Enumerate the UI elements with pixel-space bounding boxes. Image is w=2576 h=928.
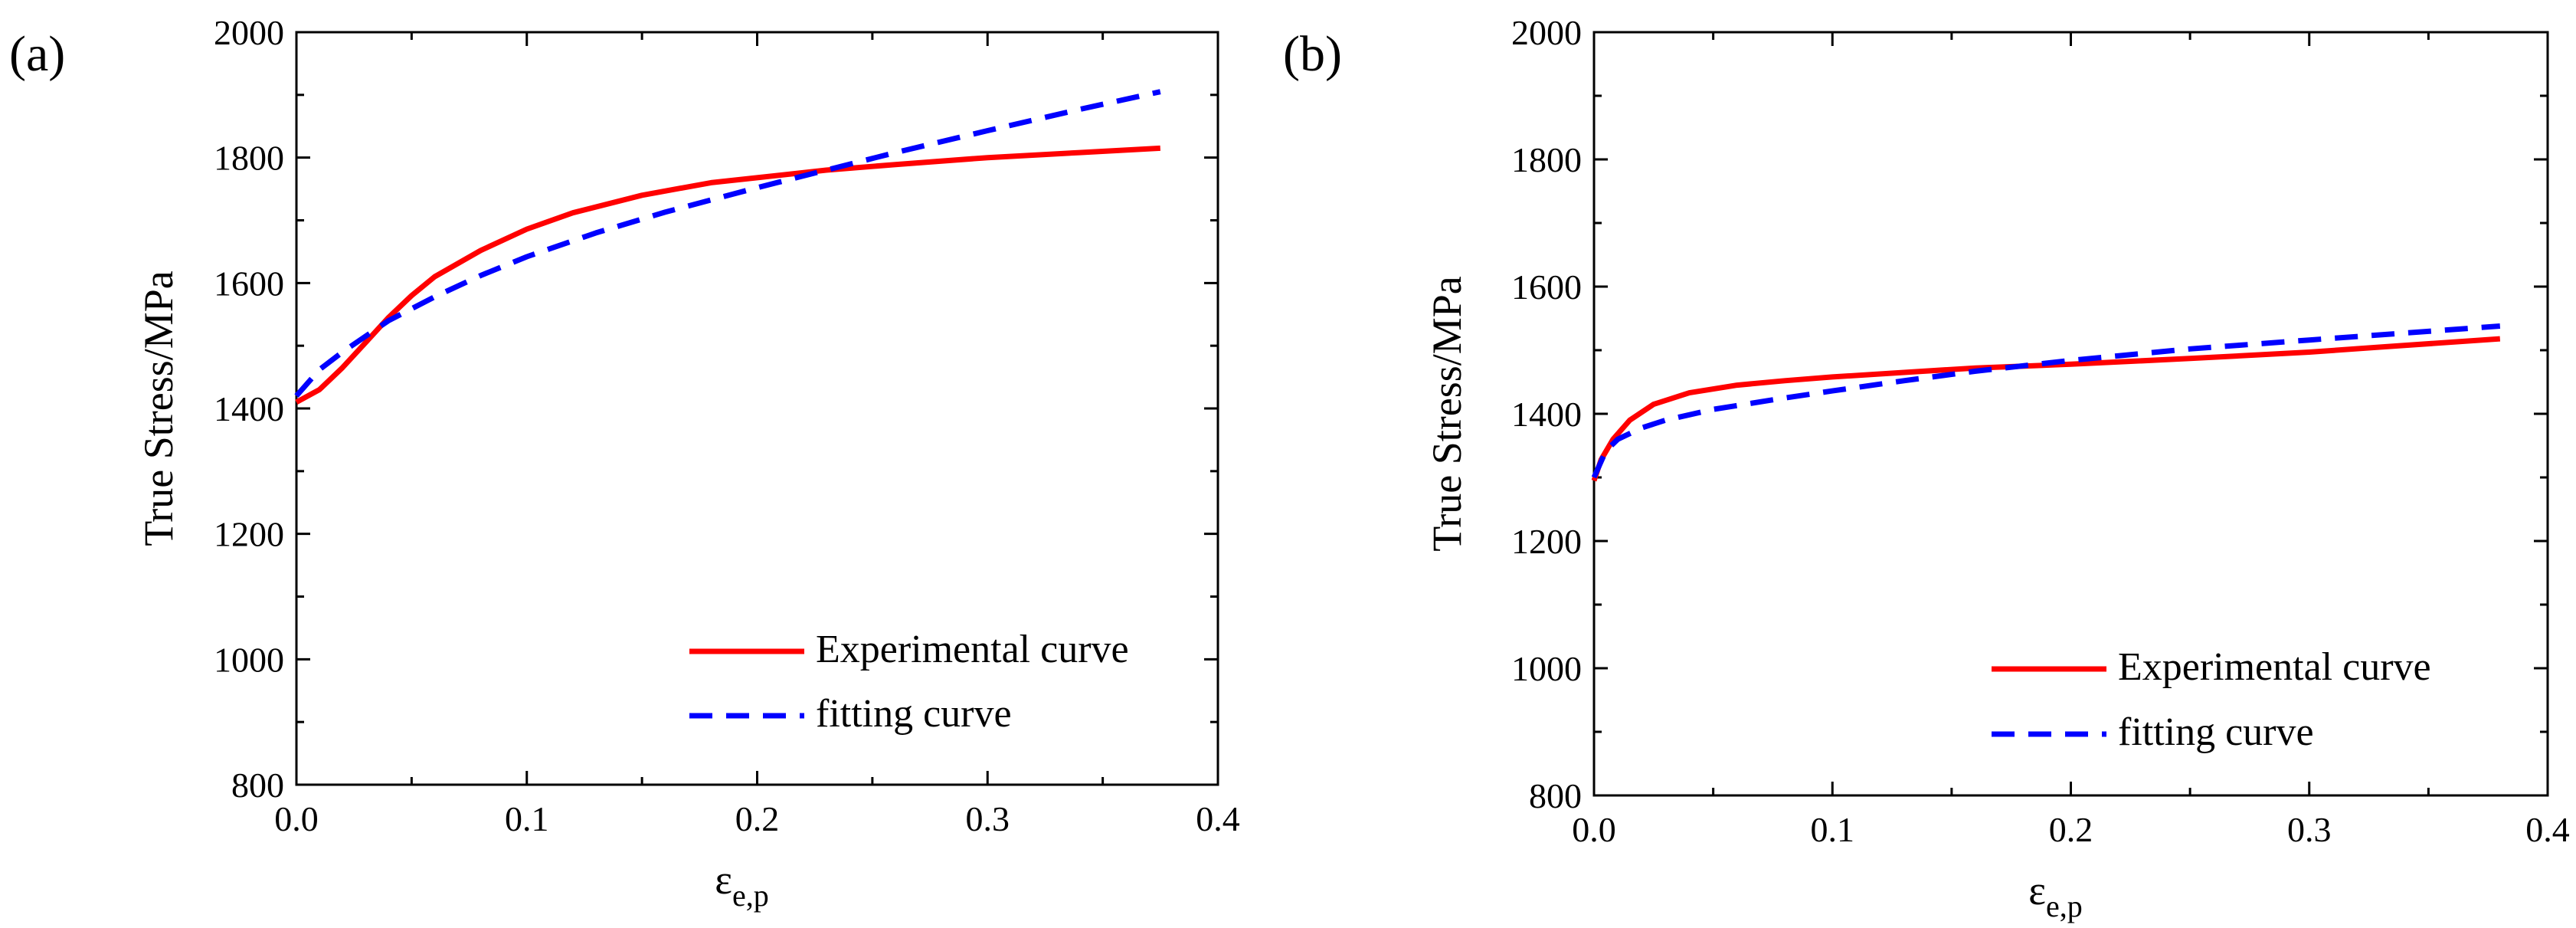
legend-label-experimental: Experimental curve <box>816 628 1129 671</box>
y-axis-title: True Stress/MPa <box>1424 276 1470 552</box>
x-tick-label: 0.2 <box>735 799 780 838</box>
y-tick-label: 1400 <box>214 389 284 428</box>
series-line-experimental <box>295 145 1160 405</box>
y-tick-label: 2000 <box>1511 13 1582 52</box>
x-tick-label: 0.0 <box>274 799 319 838</box>
y-tick-label: 800 <box>231 766 284 805</box>
series-line-fitting <box>294 89 1161 398</box>
x-axis-title-symbol: ε <box>2028 867 2046 913</box>
x-tick-label: 0.4 <box>1196 799 1240 838</box>
y-tick-label: 1800 <box>1511 140 1582 179</box>
chart-panel-a: (a) 0.0 0.1 0.2 0.3 0.4 800 1000 1200 1400 1600 180… <box>9 13 1240 913</box>
y-tick-label: 1000 <box>214 640 284 679</box>
panel-label: (a) <box>9 26 65 82</box>
chart-panel-b: (b) 0.0 0.1 0.2 0.3 0.4 800 1000 1200 1400 1600 180… <box>1283 13 2570 923</box>
y-tick-label: 800 <box>1529 776 1582 815</box>
x-tick-label: 0.3 <box>966 799 1010 838</box>
x-axis-title: εe,p <box>2028 867 2082 923</box>
x-tick-label: 0.3 <box>2287 810 2332 849</box>
x-tick-label: 0.1 <box>505 799 549 838</box>
series-line-fitting <box>1591 323 2501 479</box>
y-tick-label: 1200 <box>214 515 284 554</box>
y-axis-title: True Stress/MPa <box>136 271 182 546</box>
legend-label-fitting: fitting curve <box>2118 710 2314 754</box>
y-tick-label: 1400 <box>1511 395 1582 434</box>
x-axis-title-symbol: ε <box>715 857 732 903</box>
y-tick-label: 2000 <box>214 13 284 52</box>
x-tick-label: 0.0 <box>1572 810 1616 849</box>
x-tick-label: 0.1 <box>1811 810 1855 849</box>
y-tick-label: 1600 <box>214 264 284 303</box>
y-tick-label: 1600 <box>1511 267 1582 307</box>
x-axis-title-subscript: e,p <box>732 878 769 913</box>
plot-frame <box>295 31 1219 786</box>
legend-label-experimental: Experimental curve <box>2118 645 2431 689</box>
panel-label: (b) <box>1283 26 1342 82</box>
legend-label-fitting: fitting curve <box>816 692 1012 736</box>
x-tick-label: 0.4 <box>2525 810 2570 849</box>
series-line-experimental <box>1591 336 2501 482</box>
x-axis-title-subscript: e,p <box>2046 889 2083 923</box>
y-tick-label: 1800 <box>214 139 284 178</box>
x-tick-label: 0.2 <box>2049 810 2093 849</box>
x-axis-title: εe,p <box>715 857 768 913</box>
y-tick-label: 1000 <box>1511 649 1582 688</box>
y-tick-label: 1200 <box>1511 522 1582 561</box>
